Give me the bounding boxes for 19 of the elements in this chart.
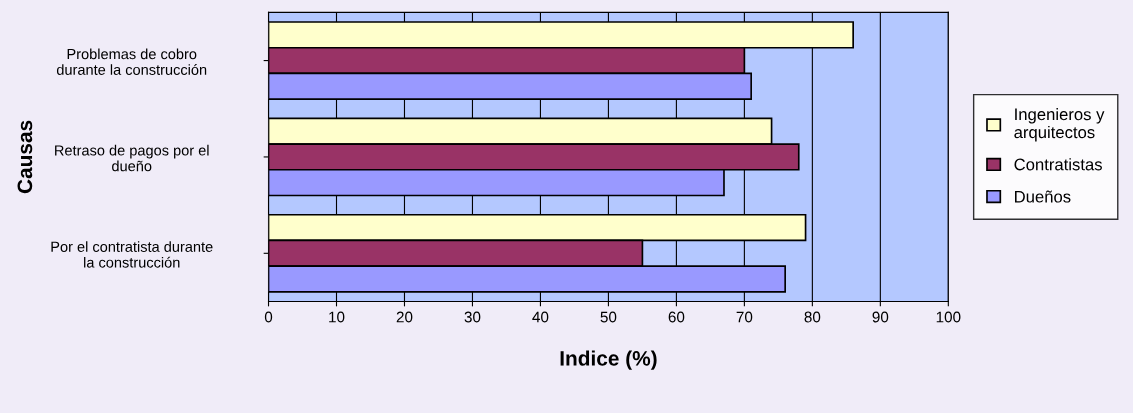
x-tick-label: 30 xyxy=(464,311,481,323)
y-tick-label: Retraso de pagos por el dueño xyxy=(55,144,209,172)
y-axis-title: Causas xyxy=(17,120,33,194)
x-tick-label: 100 xyxy=(936,311,961,323)
x-tick-label: 60 xyxy=(668,311,685,323)
y-tick-label: Problemas de cobro durante la construcción xyxy=(56,48,207,75)
x-tick-label: 50 xyxy=(600,311,617,323)
x-tick-label: 20 xyxy=(396,311,413,323)
x-tick-label: 70 xyxy=(736,311,753,323)
x-axis-title: Indice (%) xyxy=(560,350,657,370)
x-tick-label: 90 xyxy=(872,311,889,323)
legend-label: Contratistas xyxy=(1014,158,1102,171)
y-tick-label: Por el contratista durante la construcción xyxy=(51,241,213,268)
legend-label: Dueños xyxy=(1015,190,1071,203)
legend-label: Ingenieros y arquitectos xyxy=(1014,107,1105,142)
x-tick-label: 0 xyxy=(264,311,273,323)
x-tick-label: 10 xyxy=(329,311,345,323)
x-tick-label: 80 xyxy=(804,311,821,323)
x-tick-label: 40 xyxy=(532,311,549,323)
